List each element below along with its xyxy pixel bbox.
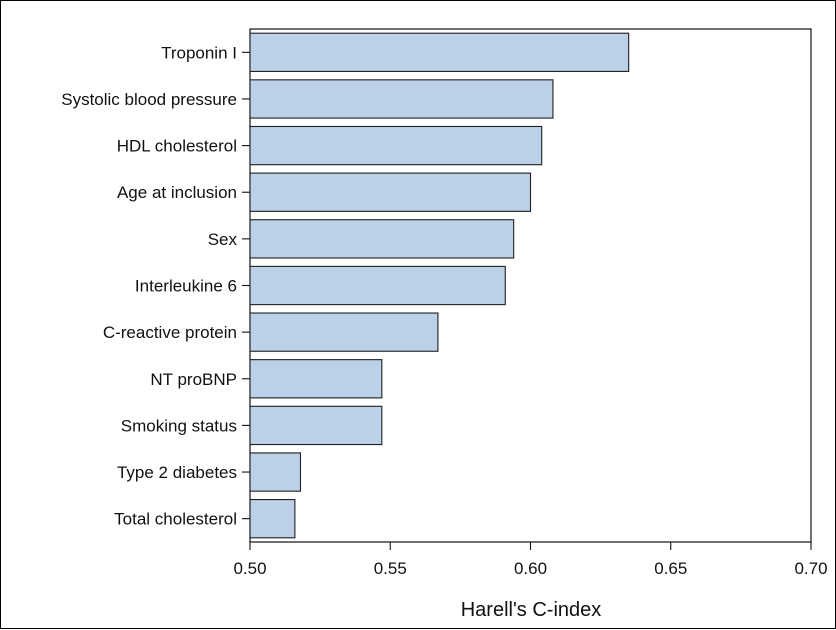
bar-total-cholesterol bbox=[249, 499, 296, 539]
y-tick-label: HDL cholesterol bbox=[117, 137, 237, 156]
bar-age-at-inclusion bbox=[249, 172, 532, 212]
y-tick-label: Age at inclusion bbox=[117, 183, 237, 202]
bar-systolic-blood-pressure bbox=[249, 79, 554, 119]
bar-c-reactive-protein bbox=[249, 312, 439, 352]
bar-sex bbox=[249, 219, 515, 259]
x-tick-label: 0.65 bbox=[654, 559, 687, 578]
y-tick-label: Type 2 diabetes bbox=[117, 463, 237, 482]
y-tick-label: Troponin I bbox=[161, 43, 237, 62]
x-tick-label: 0.70 bbox=[794, 559, 827, 578]
x-tick-label: 0.55 bbox=[374, 559, 407, 578]
y-tick-label: Sex bbox=[208, 230, 238, 249]
y-tick-label: Smoking status bbox=[121, 416, 237, 435]
y-axis: Troponin I Systolic blood pressure HDL cho… bbox=[61, 43, 250, 529]
x-axis: 0.50 0.55 0.60 0.65 0.70 bbox=[233, 542, 828, 578]
y-tick-label: NT proBNP bbox=[150, 370, 237, 389]
bar-nt-probnp bbox=[249, 359, 383, 399]
y-tick-label: Systolic blood pressure bbox=[61, 90, 237, 109]
y-tick-label: Total cholesterol bbox=[114, 510, 237, 529]
x-axis-title: Harell's C-index bbox=[461, 599, 602, 621]
bar-hdl-cholesterol bbox=[249, 125, 543, 166]
y-tick-label: Interleukine 6 bbox=[135, 277, 237, 296]
bars-layer bbox=[249, 32, 630, 539]
bar-troponin-i bbox=[249, 32, 630, 72]
bar-type-2-diabetes bbox=[249, 452, 302, 492]
x-tick-label: 0.50 bbox=[233, 559, 266, 578]
bar-smoking-status bbox=[249, 405, 383, 446]
x-tick-label: 0.60 bbox=[514, 559, 547, 578]
y-tick-label: C-reactive protein bbox=[103, 323, 237, 342]
bar-interleukine-6 bbox=[249, 265, 506, 306]
